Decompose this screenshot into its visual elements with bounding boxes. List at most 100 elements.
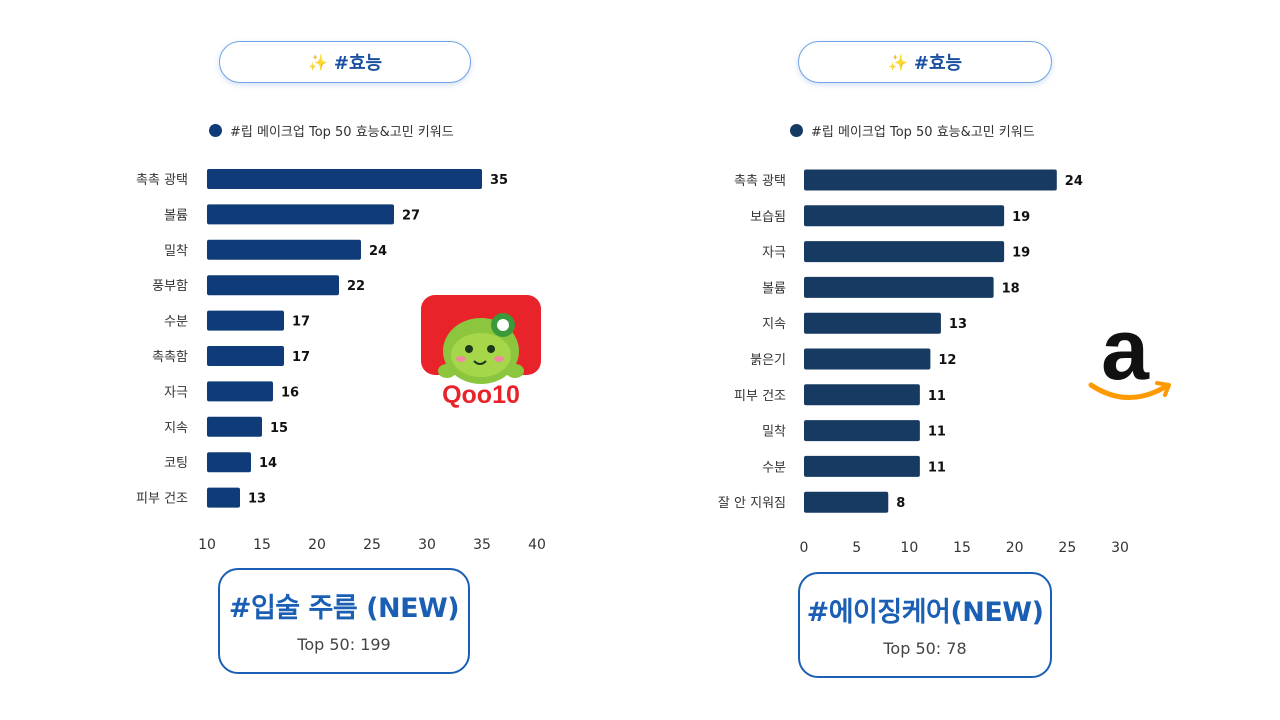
data-label: 11: [928, 460, 946, 475]
bar: [804, 276, 994, 298]
bar: [207, 381, 273, 402]
bar: [804, 312, 941, 334]
legend-dot-icon: [790, 124, 803, 137]
category-label: 수분: [164, 315, 188, 330]
left-summary-subtitle: Top 50: 199: [297, 635, 391, 654]
bar: [804, 205, 1005, 227]
bar: [804, 491, 889, 513]
data-label: 12: [938, 353, 956, 368]
bar: [207, 204, 394, 225]
data-label: 19: [1012, 210, 1030, 225]
data-label: 24: [1065, 174, 1083, 189]
qoo10-logo: Qoo10: [421, 295, 541, 409]
bar: [207, 452, 251, 473]
x-tick-label: 5: [852, 540, 861, 556]
bar: [207, 239, 361, 260]
x-tick-label: 25: [363, 537, 381, 553]
category-label: 자극: [762, 246, 786, 261]
right-summary-subtitle: Top 50: 78: [883, 639, 967, 658]
x-tick-label: 20: [1006, 540, 1024, 556]
x-tick-label: 30: [1111, 540, 1129, 556]
bar: [804, 241, 1005, 263]
data-label: 11: [928, 389, 946, 404]
category-label: 촉촉 광택: [136, 173, 188, 188]
data-label: 22: [347, 279, 365, 294]
category-label: 코팅: [164, 456, 188, 471]
sparkles-icon: ✨: [307, 52, 328, 72]
category-label: 볼륨: [164, 208, 188, 223]
x-tick-label: 30: [418, 537, 436, 553]
x-tick-label: 35: [473, 537, 491, 553]
bar: [207, 169, 482, 189]
data-label: 19: [1012, 246, 1030, 261]
category-label: 피부 건조: [136, 492, 188, 507]
data-label: 35: [490, 173, 508, 188]
qoo10-logo-text: Qoo10: [442, 381, 520, 409]
data-label: 17: [292, 350, 310, 365]
category-label: 지속: [164, 421, 188, 436]
data-label: 13: [949, 317, 967, 332]
right-tag-label: #효능: [913, 53, 963, 74]
bar: [804, 420, 920, 442]
bar: [207, 275, 339, 296]
bar: [804, 455, 920, 477]
category-label: 붉은기: [750, 353, 786, 368]
bar: [804, 348, 931, 370]
x-tick-label: 25: [1058, 540, 1076, 556]
data-label: 13: [248, 492, 266, 507]
category-label: 지속: [762, 317, 786, 332]
category-label: 촉촉함: [152, 350, 188, 365]
left-panel: ✨ #효능 #립 메이크업 Top 50 효능&고민 키워드 촉촉 광택 35 볼륨…: [136, 41, 546, 674]
data-label: 18: [1002, 281, 1020, 296]
data-label: 8: [896, 496, 905, 511]
x-tick-label: 10: [900, 540, 918, 556]
category-label: 풍부함: [152, 279, 188, 294]
category-label: 촉촉 광택: [734, 174, 786, 189]
data-label: 15: [270, 421, 288, 436]
left-tag-label: #효능: [333, 53, 383, 74]
category-label: 수분: [762, 460, 786, 475]
category-label: 자극: [164, 385, 188, 400]
left-tag-pill: ✨ #효능: [219, 41, 471, 83]
sparkles-icon: ✨: [887, 52, 908, 72]
bar: [207, 346, 284, 366]
x-tick-label: 40: [528, 537, 546, 553]
data-label: 17: [292, 315, 310, 330]
data-label: 16: [281, 385, 299, 400]
data-label: 14: [259, 456, 277, 471]
data-label: 11: [928, 425, 946, 440]
amazon-logo: a: [1088, 313, 1171, 400]
left-summary-box: #입술 주름 (NEW) Top 50: 199: [218, 568, 470, 674]
right-legend-label: #립 메이크업 Top 50 효능&고민 키워드: [811, 125, 1035, 140]
category-label: 밀착: [762, 425, 786, 440]
bar: [804, 384, 920, 406]
svg-text:a: a: [1101, 313, 1150, 398]
x-tick-label: 10: [198, 537, 216, 553]
right-summary-box: #에이징케어(NEW) Top 50: 78: [798, 572, 1052, 678]
x-tick-label: 15: [253, 537, 271, 553]
category-label: 잘 안 지워짐: [718, 496, 786, 511]
right-panel: ✨ #효능 #립 메이크업 Top 50 효능&고민 키워드 촉촉 광택 24 보습…: [640, 0, 1280, 720]
bar: [207, 487, 240, 508]
x-tick-label: 20: [308, 537, 326, 553]
legend-dot-icon: [209, 124, 222, 137]
right-summary-title: #에이징케어(NEW): [806, 597, 1044, 628]
bar: [804, 169, 1057, 191]
bar: [207, 310, 284, 331]
category-label: 밀착: [164, 244, 188, 259]
right-bar-chart: 촉촉 광택 24 보습됨 19 자극 19 볼륨 18 지속 13 붉은기 12 피부 건조 11 밀착 11…: [718, 169, 1129, 556]
left-legend-label: #립 메이크업 Top 50 효능&고민 키워드: [230, 125, 454, 140]
category-label: 볼륨: [762, 281, 786, 296]
category-label: 보습됨: [750, 210, 786, 225]
left-bar-chart: 촉촉 광택 35 볼륨 27 밀착 24 풍부함 22 수분 17 촉촉함 17 자극 16 지속 15 코팅 1…: [136, 169, 546, 553]
data-label: 24: [369, 244, 387, 259]
x-tick-label: 0: [800, 540, 809, 556]
right-legend: #립 메이크업 Top 50 효능&고민 키워드: [790, 121, 1035, 140]
left-summary-title: #입술 주름 (NEW): [228, 593, 460, 624]
right-tag-pill: ✨ #효능: [798, 41, 1052, 83]
category-label: 피부 건조: [734, 389, 786, 404]
x-tick-label: 15: [953, 540, 971, 556]
data-label: 27: [402, 208, 420, 223]
left-legend: #립 메이크업 Top 50 효능&고민 키워드: [209, 121, 454, 140]
bar: [207, 416, 262, 437]
